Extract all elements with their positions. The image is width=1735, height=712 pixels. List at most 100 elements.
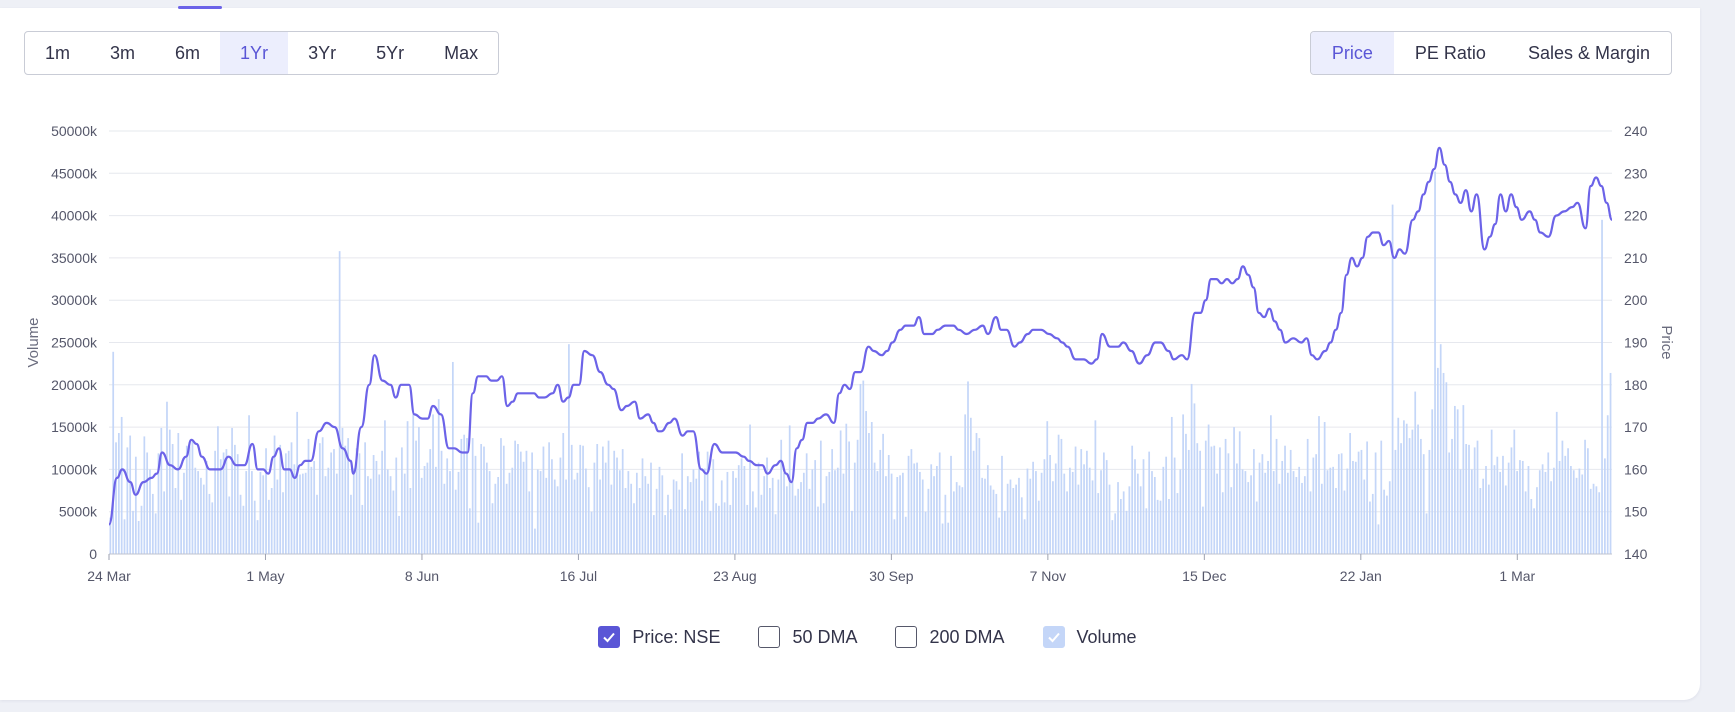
volume-bar: [958, 485, 961, 554]
volume-bar: [245, 471, 248, 554]
volume-bar: [579, 444, 582, 554]
volume-bar: [293, 464, 296, 554]
legend-50-dma[interactable]: 50 DMA: [758, 626, 857, 648]
volume-bar: [986, 465, 989, 554]
volume-bar: [1295, 477, 1298, 554]
range-tab-5yr[interactable]: 5Yr: [376, 43, 405, 63]
volume-bar: [474, 455, 477, 554]
volume-bar: [938, 452, 941, 554]
volume-bar: [511, 467, 514, 554]
volume-bar: [350, 494, 352, 554]
volume-bar: [1224, 438, 1227, 554]
volume-bar: [132, 510, 134, 554]
y-left-tick-label: 5000k: [59, 504, 98, 520]
range-tab-3yr[interactable]: 3Yr: [308, 43, 337, 63]
volume-bar: [505, 483, 508, 554]
volume-bar: [432, 414, 434, 554]
volume-bar: [692, 469, 695, 554]
range-tab-3m[interactable]: 3m: [110, 43, 136, 63]
volume-bar: [1487, 484, 1490, 554]
volume-bar: [517, 444, 519, 554]
volume-bar: [171, 444, 174, 554]
volume-bar: [709, 510, 712, 554]
mode-tab-sales-margin[interactable]: Sales & Margin: [1527, 43, 1650, 63]
volume-bar: [975, 433, 978, 554]
volume-bar: [624, 488, 627, 554]
volume-bar: [1131, 445, 1134, 554]
range-tab-1yr[interactable]: 1Yr: [220, 32, 289, 74]
volume-bar: [1001, 455, 1003, 554]
volume-bar: [208, 493, 211, 554]
range-tab-1m[interactable]: 1m: [45, 43, 71, 63]
volume-bar: [593, 462, 596, 554]
volume-bar: [347, 438, 349, 554]
volume-bar: [494, 483, 497, 554]
chart-card: [0, 8, 1700, 700]
x-tick-label: 16 Jul: [560, 568, 597, 584]
volume-bar: [556, 486, 559, 554]
volume-bar: [576, 472, 579, 554]
volume-bar: [1411, 429, 1414, 554]
volume-bar: [205, 460, 208, 554]
volume-bar: [1003, 510, 1006, 554]
volume-bar: [1213, 445, 1216, 554]
volume-bar: [1057, 434, 1060, 554]
volume-bar: [1422, 454, 1425, 554]
volume-bar: [137, 521, 140, 554]
volume-bar: [1439, 344, 1442, 554]
volume-bar: [907, 455, 910, 554]
volume-bar: [344, 445, 347, 554]
volume-bar: [1369, 501, 1371, 554]
volume-bar: [531, 452, 533, 554]
checkbox-unchecked-icon[interactable]: [895, 626, 918, 648]
volume-bar: [737, 465, 740, 554]
volume-bar: [1428, 449, 1431, 554]
volume-bar: [661, 475, 664, 554]
volume-bar: [1456, 409, 1459, 554]
volume-bar: [995, 493, 998, 554]
volume-bar: [483, 446, 485, 554]
volume-bar: [1357, 451, 1360, 554]
y-left-tick-label: 40000k: [51, 208, 98, 224]
legend-volume[interactable]: Volume: [1042, 626, 1137, 648]
volume-bar: [392, 490, 395, 554]
volume-bar: [921, 479, 924, 554]
volume-bar: [1414, 391, 1417, 554]
volume-bar: [1309, 491, 1312, 554]
checkbox-unchecked-icon[interactable]: [758, 626, 781, 648]
volume-bar: [839, 430, 842, 554]
volume-bar: [647, 483, 650, 554]
range-tab-6m[interactable]: 6m: [175, 43, 201, 63]
volume-bar: [318, 443, 321, 554]
checkbox-checked-icon[interactable]: [598, 626, 621, 648]
x-tick-label: 1 May: [246, 568, 284, 584]
legend-200-dma[interactable]: 200 DMA: [895, 626, 1005, 648]
volume-bar: [913, 463, 916, 554]
volume-bar: [262, 475, 265, 554]
volume-bar: [1445, 382, 1448, 554]
mode-tab-pe-ratio[interactable]: PE Ratio: [1414, 43, 1486, 63]
volume-bar: [1519, 460, 1521, 554]
volume-bar: [1595, 486, 1598, 554]
volume-bar: [655, 488, 658, 554]
volume-bar: [706, 451, 709, 554]
range-tab-max[interactable]: Max: [444, 43, 479, 63]
volume-bar: [1148, 451, 1151, 554]
volume-bar: [1601, 219, 1603, 554]
legend-price-nse[interactable]: Price: NSE: [598, 626, 720, 648]
volume-bar: [228, 496, 231, 554]
volume-bar: [825, 476, 828, 554]
mode-tab-price[interactable]: Price: [1310, 32, 1394, 74]
volume-bar: [236, 454, 239, 554]
volume-bar: [1391, 204, 1394, 554]
volume-bar: [1420, 438, 1422, 554]
volume-bar: [522, 461, 525, 554]
volume-bar: [398, 515, 400, 554]
checkbox-checked-icon[interactable]: [1042, 626, 1065, 648]
volume-bar: [1377, 524, 1380, 554]
volume-bar: [1352, 460, 1354, 554]
volume-bar: [1589, 488, 1592, 554]
volume-bar: [885, 476, 887, 554]
volume-bar: [735, 477, 737, 554]
axes: 0 140 5000k 150 10000k 160 15000k 170 20000k 180 2…: [25, 123, 1675, 584]
